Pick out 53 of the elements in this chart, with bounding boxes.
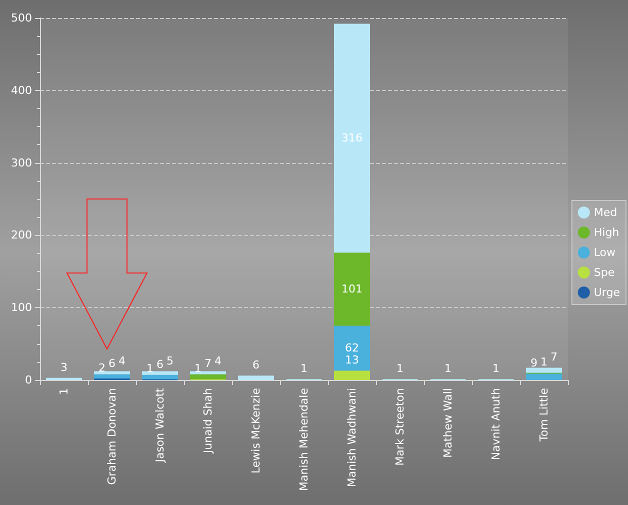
data-label: 6 bbox=[156, 358, 164, 371]
data-label: 6 bbox=[108, 357, 116, 370]
data-label: 1 bbox=[540, 356, 548, 369]
data-label: 5 bbox=[166, 354, 174, 368]
data-label: 62 bbox=[345, 342, 359, 355]
bar bbox=[334, 24, 370, 253]
legend-label: Spe bbox=[594, 266, 615, 279]
data-label: 4 bbox=[118, 354, 126, 368]
y-tick-label: 200 bbox=[11, 228, 32, 242]
x-tick-label: Manish Mehendale bbox=[298, 388, 310, 491]
x-tick-label: Junaid Shah bbox=[202, 388, 214, 454]
bar bbox=[334, 252, 370, 326]
x-tick-label: Navnit Anuth bbox=[490, 388, 502, 460]
x-tick-label: Tom Little bbox=[538, 388, 550, 442]
bar bbox=[526, 373, 562, 380]
bar bbox=[142, 371, 178, 375]
x-tick-label: Jason Walcott bbox=[154, 387, 166, 464]
y-tick-label: 500 bbox=[11, 12, 32, 24]
x-tick-label: Mathew Wall bbox=[442, 388, 454, 458]
data-label: 3 bbox=[60, 360, 68, 374]
bar bbox=[94, 374, 130, 379]
bar bbox=[334, 326, 370, 371]
bar bbox=[526, 368, 562, 373]
x-tick-label: 1 bbox=[58, 388, 70, 395]
legend-label: Med bbox=[594, 206, 618, 219]
bar bbox=[190, 374, 226, 380]
legend-label: Low bbox=[594, 246, 616, 259]
bar bbox=[238, 376, 274, 380]
x-tick-label: Graham Donovan bbox=[106, 388, 118, 485]
data-label: 2 bbox=[98, 362, 106, 375]
data-label: 1 bbox=[300, 362, 308, 376]
y-tick-label: 400 bbox=[11, 84, 32, 97]
bar bbox=[334, 370, 370, 380]
data-label: 316 bbox=[342, 132, 362, 145]
y-tick-label: 0 bbox=[25, 374, 32, 386]
x-tick-label: Mark Streeton bbox=[394, 388, 406, 466]
legend-label: High bbox=[594, 226, 620, 239]
data-label: 7 bbox=[204, 357, 212, 370]
y-tick-label: 100 bbox=[11, 301, 32, 314]
data-label: 1 bbox=[492, 362, 500, 376]
data-label: 6 bbox=[252, 358, 260, 372]
y-tick-label: 300 bbox=[11, 156, 32, 170]
data-label: 1 bbox=[396, 362, 404, 376]
data-label: 4 bbox=[214, 354, 222, 368]
data-label: 101 bbox=[342, 282, 362, 296]
data-label: 9 bbox=[530, 356, 538, 370]
data-label: 13 bbox=[345, 354, 359, 367]
x-tick-label: Lewis McKenzie bbox=[250, 388, 262, 474]
bar bbox=[142, 374, 178, 380]
legend-label: Urge bbox=[594, 286, 620, 299]
x-tick-label: Manish Wadhwani bbox=[346, 388, 358, 488]
data-label: 7 bbox=[550, 350, 558, 364]
data-label: 1 bbox=[444, 362, 452, 376]
